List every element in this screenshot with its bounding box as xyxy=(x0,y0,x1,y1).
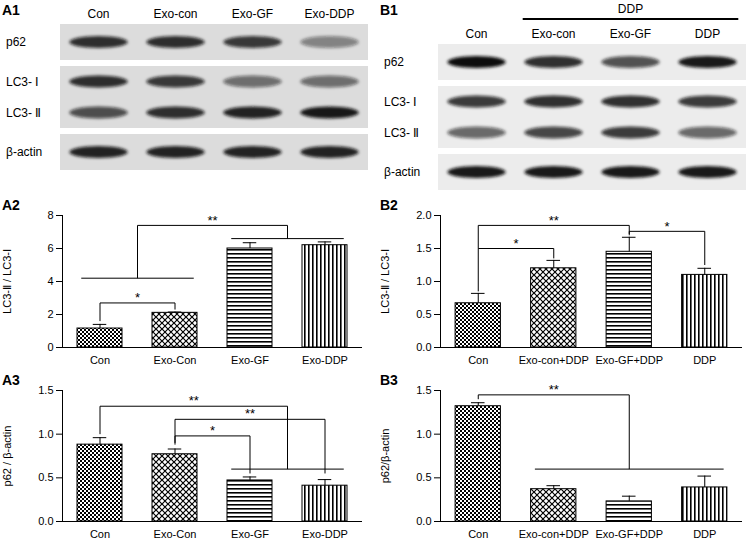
html-text:A3: A3 xyxy=(2,372,20,388)
svg-text:1.5: 1.5 xyxy=(416,242,431,254)
svg-text:DDP: DDP xyxy=(618,2,643,16)
svg-text:Exo-con: Exo-con xyxy=(531,27,575,41)
svg-text:Exo-Con: Exo-Con xyxy=(154,528,197,540)
html-text:A1: A1 xyxy=(2,2,20,18)
svg-text:**: ** xyxy=(189,393,199,408)
svg-text:1.5: 1.5 xyxy=(38,384,53,396)
svg-text:*: * xyxy=(210,423,215,438)
svg-text:2.0: 2.0 xyxy=(416,209,431,221)
svg-text:0.5: 0.5 xyxy=(416,471,431,483)
svg-text:DDP: DDP xyxy=(693,354,716,366)
svg-text:p62: p62 xyxy=(384,55,404,69)
html-text:B1: B1 xyxy=(380,2,398,18)
svg-text:2: 2 xyxy=(47,308,53,320)
svg-text:**: ** xyxy=(549,213,559,228)
svg-text:Con: Con xyxy=(468,354,488,366)
svg-text:Exo-GF: Exo-GF xyxy=(231,354,269,366)
svg-text:1.0: 1.0 xyxy=(416,275,431,287)
svg-text:Exo-DDP: Exo-DDP xyxy=(302,528,348,540)
html-text:B2: B2 xyxy=(380,197,398,213)
svg-text:Exo-con: Exo-con xyxy=(153,7,197,21)
svg-text:Exo-GF+DDP: Exo-GF+DDP xyxy=(595,528,663,540)
svg-text:Con: Con xyxy=(90,354,110,366)
svg-text:6: 6 xyxy=(47,242,53,254)
svg-text:Exo-GF: Exo-GF xyxy=(610,27,651,41)
svg-text:0.5: 0.5 xyxy=(416,308,431,320)
svg-text:Exo-Con: Exo-Con xyxy=(154,354,197,366)
html-text:A2: A2 xyxy=(2,197,20,213)
svg-text:DDP: DDP xyxy=(695,27,720,41)
svg-text:0.5: 0.5 xyxy=(38,471,53,483)
svg-text:DDP: DDP xyxy=(693,528,716,540)
svg-text:Con: Con xyxy=(465,27,487,41)
svg-text:*: * xyxy=(513,236,518,251)
svg-text:8: 8 xyxy=(47,209,53,221)
svg-text:0.0: 0.0 xyxy=(416,341,431,353)
html-text:B3: B3 xyxy=(380,372,398,388)
svg-text:Exo-GF+DDP: Exo-GF+DDP xyxy=(595,354,663,366)
svg-text:Exo-DDP: Exo-DDP xyxy=(302,354,348,366)
svg-text:Exo-con+DDP: Exo-con+DDP xyxy=(519,354,589,366)
svg-text:LC3- Ⅱ: LC3- Ⅱ xyxy=(384,126,419,140)
svg-text:Con: Con xyxy=(90,528,110,540)
svg-text:Exo-con+DDP: Exo-con+DDP xyxy=(519,528,589,540)
svg-text:4: 4 xyxy=(47,275,53,287)
svg-text:Exo-GF: Exo-GF xyxy=(231,528,269,540)
svg-text:0.0: 0.0 xyxy=(38,515,53,527)
svg-text:Exo-GF: Exo-GF xyxy=(232,7,273,21)
svg-text:1.0: 1.0 xyxy=(416,428,431,440)
svg-text:LC3-Ⅱ / LC3-Ⅰ: LC3-Ⅱ / LC3-Ⅰ xyxy=(379,249,391,314)
svg-text:Exo-DDP: Exo-DDP xyxy=(304,7,354,21)
svg-text:β-actin: β-actin xyxy=(6,145,42,159)
svg-text:*: * xyxy=(664,219,669,234)
svg-text:β-actin: β-actin xyxy=(384,165,420,179)
svg-text:0: 0 xyxy=(47,341,53,353)
svg-text:Con: Con xyxy=(468,528,488,540)
svg-text:1.0: 1.0 xyxy=(38,428,53,440)
svg-text:p62: p62 xyxy=(6,35,26,49)
svg-text:**: ** xyxy=(549,382,559,397)
svg-text:LC3- Ⅱ: LC3- Ⅱ xyxy=(6,106,41,120)
svg-text:LC3- Ⅰ: LC3- Ⅰ xyxy=(6,75,39,89)
svg-text:LC3-Ⅱ / LC3-Ⅰ: LC3-Ⅱ / LC3-Ⅰ xyxy=(1,249,13,314)
svg-text:0.0: 0.0 xyxy=(416,515,431,527)
svg-text:**: ** xyxy=(245,406,255,421)
svg-text:1.5: 1.5 xyxy=(416,384,431,396)
svg-text:Con: Con xyxy=(87,7,109,21)
svg-text:p62 / β-actin: p62 / β-actin xyxy=(1,426,13,487)
svg-text:*: * xyxy=(135,290,140,305)
svg-text:LC3- Ⅰ: LC3- Ⅰ xyxy=(384,95,417,109)
svg-text:**: ** xyxy=(207,213,217,228)
svg-text:p62/β-actin: p62/β-actin xyxy=(379,429,391,484)
